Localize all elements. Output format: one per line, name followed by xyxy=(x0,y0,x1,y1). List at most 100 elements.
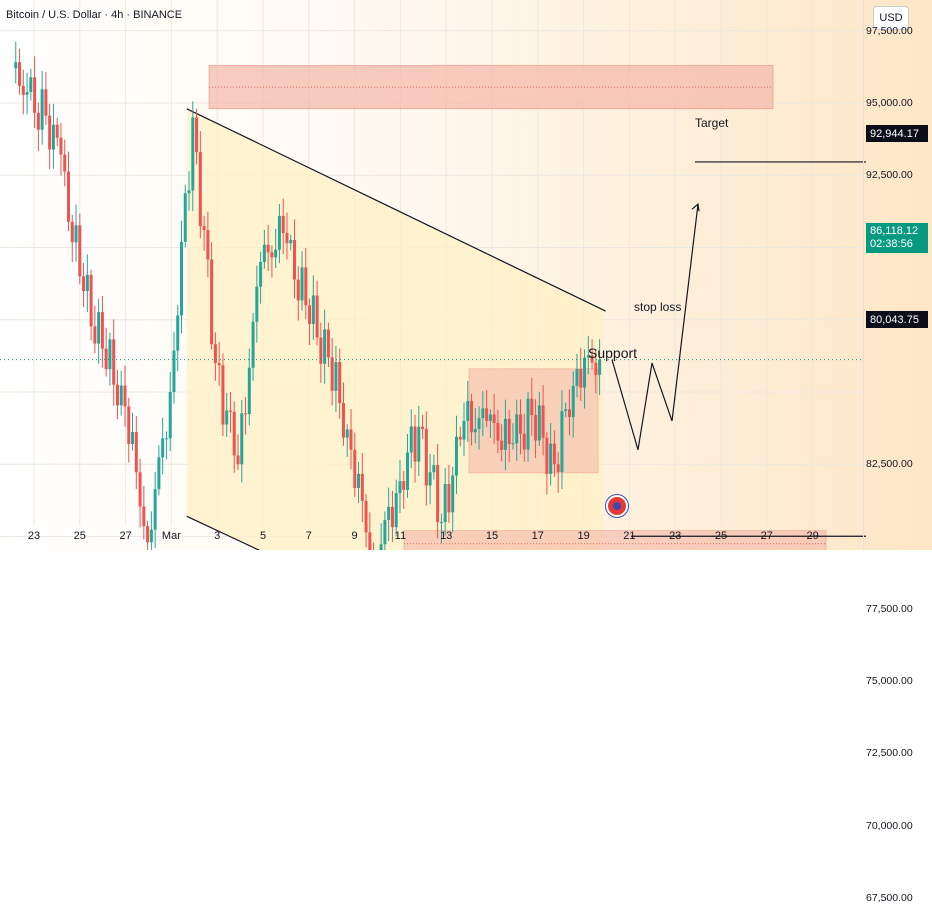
candle-body xyxy=(560,411,564,472)
candle-body xyxy=(537,405,541,441)
candle-body xyxy=(40,89,44,130)
candle-body xyxy=(142,506,146,527)
candle-body xyxy=(360,473,364,501)
candle-body xyxy=(477,418,481,430)
candle-body xyxy=(567,409,571,418)
chart-title: Bitcoin / U.S. Dollar · 4h · BINANCE xyxy=(6,9,183,21)
candle-body xyxy=(466,400,470,421)
candle-body xyxy=(33,77,37,113)
price-tick-label: 67,500.00 xyxy=(866,891,913,904)
channel-upper-line xyxy=(186,108,606,312)
candle-body xyxy=(541,405,545,438)
candle-body xyxy=(55,124,59,138)
candle-body xyxy=(496,422,500,441)
candle-body xyxy=(413,426,417,462)
candle-body xyxy=(93,326,97,344)
candle-body xyxy=(244,413,248,415)
candle-body xyxy=(481,408,485,419)
candle-body xyxy=(187,190,191,194)
candle-body xyxy=(48,115,52,150)
stop-loss-label: stop loss xyxy=(634,300,682,314)
candle-body xyxy=(357,473,361,488)
candle-body xyxy=(398,481,402,494)
candle-body xyxy=(390,506,394,528)
time-tick-label: 25 xyxy=(73,530,86,542)
candle-body xyxy=(266,244,270,253)
time-tick-label: 25 xyxy=(714,530,728,542)
candle-body xyxy=(157,457,161,490)
currency-button[interactable]: USD xyxy=(873,6,909,30)
candle-body xyxy=(583,357,587,388)
price-tick-label: 82,500.00 xyxy=(866,458,913,471)
candle-body xyxy=(387,506,391,520)
candle-body xyxy=(575,368,579,386)
price-tick-label: 72,500.00 xyxy=(866,747,913,760)
candle-body xyxy=(70,221,74,243)
candle-body xyxy=(25,92,29,95)
candle-body xyxy=(402,481,406,490)
candle-body xyxy=(228,410,232,412)
time-tick-label: Mar xyxy=(161,530,181,542)
time-tick-label: 9 xyxy=(351,530,358,542)
candle-body xyxy=(281,215,285,234)
target-label: Target xyxy=(695,116,729,130)
candle-body xyxy=(153,489,157,530)
price-tick-label: 92,500.00 xyxy=(866,169,913,182)
candle-body xyxy=(225,410,229,425)
candle-body xyxy=(364,500,368,533)
channel-lower-line xyxy=(186,515,261,550)
candle-body xyxy=(304,267,308,306)
candle-body xyxy=(270,252,274,258)
candle-body xyxy=(345,429,349,438)
candle-body xyxy=(300,267,304,301)
price-tick-label: 95,000.00 xyxy=(866,97,913,109)
candle-body xyxy=(63,154,67,172)
candle-body xyxy=(311,295,315,324)
time-tick-label: 29 xyxy=(806,530,819,542)
candle-body xyxy=(315,295,319,338)
candle-body xyxy=(161,438,165,458)
candle-body xyxy=(74,225,78,243)
candle-body xyxy=(545,437,549,474)
projection-path xyxy=(611,204,699,450)
target-price-tag: 92,944.17 xyxy=(866,125,928,142)
tradingview-logo-icon[interactable] xyxy=(606,495,628,517)
candle-body xyxy=(206,230,210,260)
candle-body xyxy=(138,472,142,507)
candle-body xyxy=(293,239,296,280)
candle-body xyxy=(326,329,330,358)
candle-body xyxy=(104,348,108,370)
time-tick-label: 27 xyxy=(760,530,773,542)
candle-body xyxy=(552,443,556,465)
time-tick-label: 13 xyxy=(440,530,453,542)
candle-body xyxy=(213,344,217,364)
candle-body xyxy=(439,522,443,524)
candle-body xyxy=(424,428,428,486)
candle-body xyxy=(44,89,48,116)
time-tick-label: 23 xyxy=(27,530,41,542)
candle-body xyxy=(492,414,496,423)
candle-body xyxy=(579,368,583,388)
candle-body xyxy=(462,420,466,440)
candle-body xyxy=(598,359,602,375)
candle-body xyxy=(168,392,172,439)
candle-body xyxy=(447,484,451,513)
candle-body xyxy=(443,484,447,523)
candle-body xyxy=(421,426,425,429)
candle-body xyxy=(236,455,240,465)
candle-body xyxy=(180,241,183,316)
candle-body xyxy=(515,414,519,444)
candle-body xyxy=(51,124,55,150)
candle-body xyxy=(473,429,477,433)
price-tick-label: 70,000.00 xyxy=(866,819,913,832)
candle-body xyxy=(240,413,244,465)
price-tick-label: 97,500.00 xyxy=(866,24,913,37)
price-chart[interactable] xyxy=(0,0,932,550)
candle-body xyxy=(522,433,526,450)
price-tick-label: 77,500.00 xyxy=(866,602,913,615)
candle-body xyxy=(338,362,342,404)
candle-body xyxy=(195,117,199,153)
candle-body xyxy=(296,279,300,301)
candle-body xyxy=(21,85,25,95)
